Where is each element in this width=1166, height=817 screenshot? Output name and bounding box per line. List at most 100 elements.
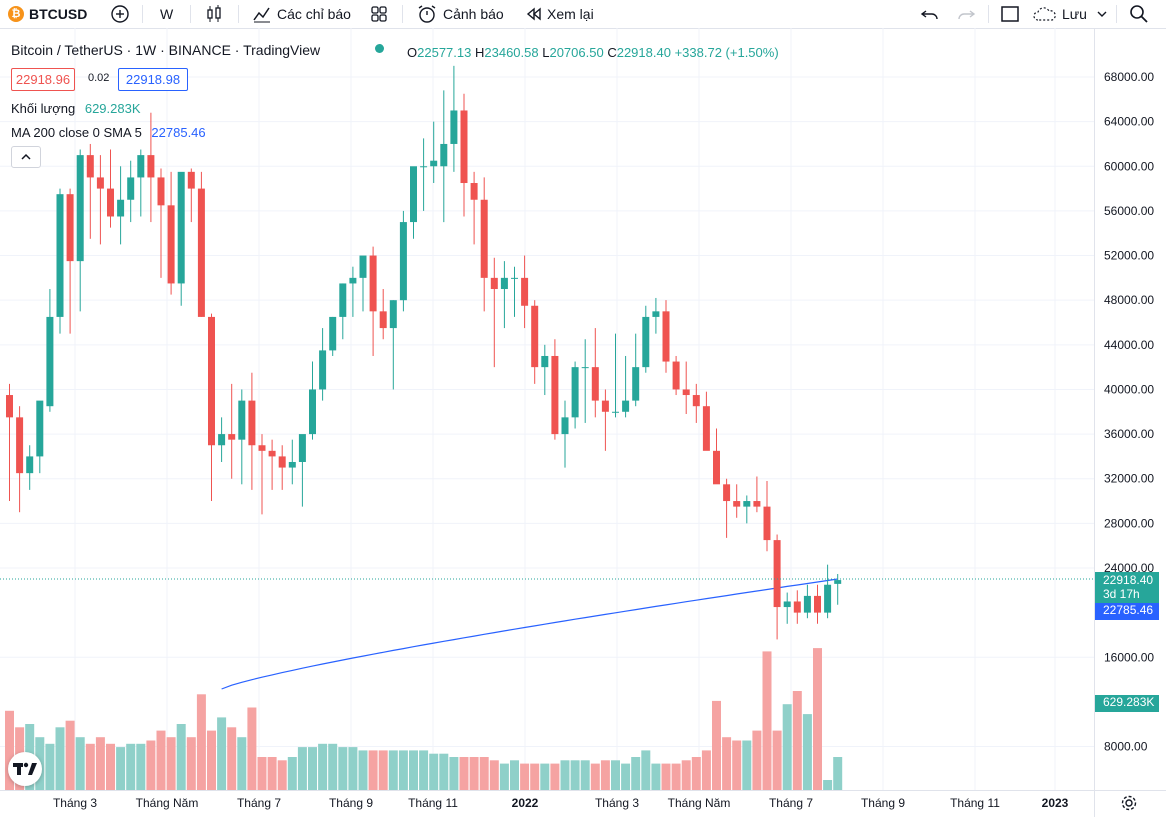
volume-bar (166, 737, 176, 790)
price-tick-label: 24000.00 (1104, 561, 1154, 575)
volume-bar (419, 750, 429, 790)
last-price-tag-value: 22918.40 (1103, 573, 1154, 587)
volume-bar (65, 720, 75, 790)
candle-body (723, 484, 731, 502)
volume-bar (499, 763, 509, 790)
candle-body (16, 417, 24, 474)
volume-bar (469, 757, 479, 790)
time-tick-label: 2022 (512, 796, 539, 810)
volume-bar (186, 737, 196, 790)
volume-bar (802, 714, 812, 790)
interval-button[interactable]: W (160, 6, 174, 22)
time-tick-label: Tháng Năm (136, 796, 199, 810)
candle-body (167, 205, 175, 284)
volume-bar (782, 704, 792, 790)
candle-body (551, 355, 559, 435)
volume-bar (247, 707, 257, 790)
chart-settings-button[interactable] (1120, 794, 1138, 817)
volume-bar (146, 740, 156, 790)
candle-body (793, 601, 801, 613)
candle-body (430, 160, 438, 167)
volume-bar (742, 740, 752, 790)
symbol-search-button[interactable]: ₿ BTCUSD (8, 0, 87, 28)
buy-price-button[interactable]: 22918.98 (118, 68, 188, 91)
alarm-clock-icon (418, 5, 436, 23)
price-tick-label: 64000.00 (1104, 115, 1154, 129)
candle-body (389, 300, 397, 329)
undo-button[interactable] (920, 0, 940, 28)
volume-bar (550, 763, 560, 790)
time-axis[interactable]: Tháng 3 Tháng Năm Tháng 7 Tháng 9 Tháng 11 20… (53, 796, 1069, 810)
chart-type-button[interactable] (204, 0, 224, 28)
candle-body (814, 595, 821, 613)
ma-200-line (221, 578, 838, 690)
price-chart[interactable]: 68000.00 64000.00 60000.00 56000.00 52000.00… (0, 28, 1166, 817)
candle-body (339, 283, 347, 317)
candle-body (197, 188, 205, 317)
time-tick-label: Tháng 11 (408, 796, 458, 810)
candle-body (329, 316, 337, 351)
candle-body (137, 155, 145, 178)
indicators-button[interactable]: Các chỉ báo (252, 0, 351, 28)
candle-body (107, 188, 114, 217)
volume-bar (681, 760, 691, 790)
top-toolbar: ₿ BTCUSD W Các chỉ báo Cảnh báo Xem lại … (0, 0, 1166, 29)
candle-body (298, 434, 306, 462)
compare-add-button[interactable] (110, 0, 130, 28)
alert-button[interactable]: Cảnh báo (416, 0, 504, 28)
grid-layout-icon (371, 6, 387, 22)
volume-tag: 629.283K (1095, 695, 1159, 712)
rewind-icon (526, 7, 541, 21)
volume-bar (388, 750, 398, 790)
volume-bar (661, 763, 671, 790)
plus-circle-icon (111, 5, 129, 23)
bitcoin-logo-icon: ₿ (8, 6, 24, 22)
candle-body (541, 355, 549, 368)
candle-body (187, 171, 195, 189)
volume-bar (792, 691, 802, 790)
ma-legend[interactable]: MA 200 close 0 SMA 5 22785.46 (11, 125, 206, 140)
redo-button[interactable] (956, 0, 976, 28)
price-tick-label: 28000.00 (1104, 516, 1154, 530)
volume-bar (136, 743, 146, 790)
volume-bar (762, 651, 772, 790)
candle-body (500, 277, 508, 290)
volume-bar (691, 757, 701, 790)
candle-body (228, 434, 236, 440)
close-value: 22918.40 (616, 45, 671, 60)
tradingview-logo[interactable] (8, 752, 42, 786)
candle-body (511, 277, 518, 279)
candle-body (268, 450, 276, 457)
save-button[interactable]: Lưu (1032, 0, 1109, 28)
sell-price-button[interactable]: 22918.96 (11, 68, 75, 91)
price-axis[interactable]: 68000.00 64000.00 60000.00 56000.00 52000.00… (1104, 70, 1154, 754)
symbol-label: BTCUSD (29, 6, 88, 22)
fullscreen-button[interactable] (1000, 0, 1020, 28)
candle-body (622, 400, 630, 412)
candle-body (319, 350, 327, 390)
volume-legend[interactable]: Khối lượng 629.283K (11, 101, 141, 116)
volume-bar (570, 760, 580, 790)
candle-body (66, 194, 74, 262)
candle-body (208, 316, 215, 446)
candle-body (46, 316, 54, 407)
volume-bar (368, 750, 378, 790)
volume-label: Khối lượng (11, 101, 76, 116)
volume-bar (106, 743, 115, 790)
volume-bar (156, 730, 166, 790)
layouts-button[interactable] (369, 0, 389, 28)
search-button[interactable] (1129, 0, 1149, 28)
price-tick-label: 16000.00 (1104, 650, 1154, 664)
cloud-icon (1033, 7, 1056, 21)
candle-body (96, 177, 104, 189)
time-tick-label: Tháng 3 (595, 796, 639, 810)
volume-bar (823, 780, 833, 790)
volume-value: 629.283K (84, 101, 141, 116)
volume-bar (732, 740, 742, 790)
collapse-legend-button[interactable] (11, 146, 41, 168)
save-label: Lưu (1062, 6, 1087, 22)
candle-body (278, 456, 286, 468)
candle-body (309, 389, 316, 435)
volume-bar (287, 757, 297, 790)
replay-button[interactable]: Xem lại (525, 0, 594, 28)
